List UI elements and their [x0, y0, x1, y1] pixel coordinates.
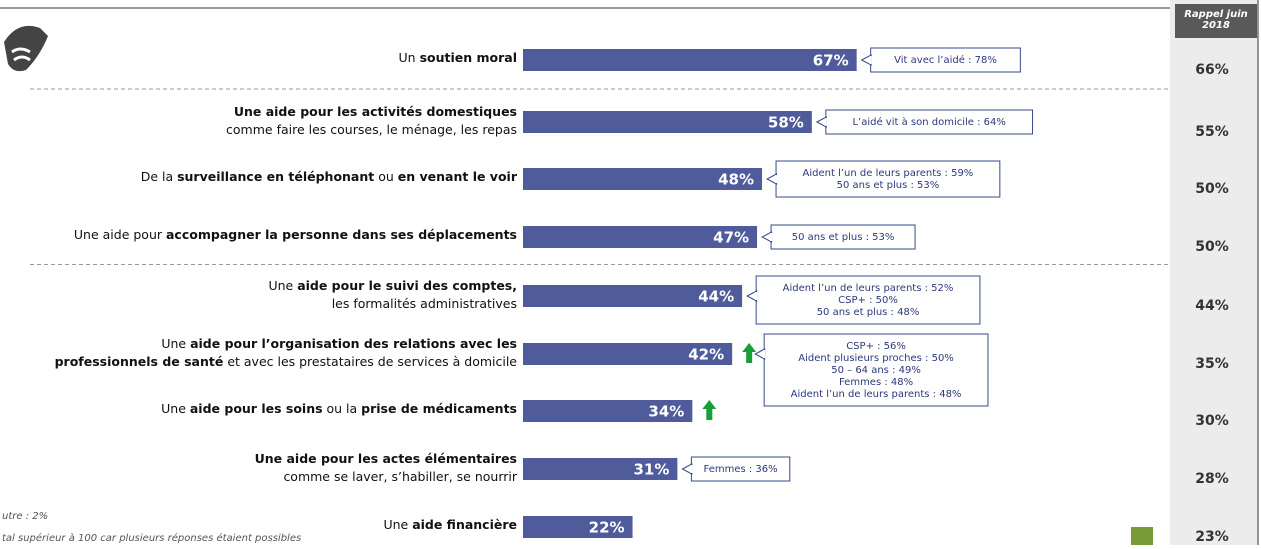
value-label: 48% [718, 171, 754, 189]
value-label: 67% [813, 52, 849, 70]
bar [523, 168, 763, 190]
callout-text: 50 – 64 ans : 49% [831, 365, 921, 376]
label-part: et avec les prestataires de services à d… [223, 354, 517, 369]
label-part: Un [399, 50, 420, 65]
label-part: Une [161, 336, 190, 351]
category-label: Une aide financière [383, 517, 517, 532]
label-part: comme se laver, s’habiller, se nourrir [283, 469, 517, 484]
callout-box [870, 47, 1021, 73]
label-part: ou [374, 169, 398, 184]
bar [523, 516, 633, 538]
callout-text: 50 ans et plus : 53% [792, 232, 895, 243]
bar [523, 226, 758, 248]
callout-box [775, 160, 1001, 198]
label-part: aide pour le suivi des comptes, [297, 278, 517, 293]
callout-text: CSP+ : 56% [846, 341, 906, 352]
value-label: 47% [713, 229, 749, 247]
label-part: professionnels de santé [55, 354, 224, 369]
value-label: 44% [698, 288, 734, 306]
label-part: De la [141, 169, 177, 184]
previous-header: Rappel juin [1184, 9, 1248, 20]
callout-text: 50 ans et plus : 48% [817, 307, 920, 318]
value-label: 22% [589, 519, 625, 537]
value-label: 34% [648, 403, 684, 421]
label-part: Une [161, 401, 190, 416]
label-part: aide financière [412, 517, 517, 532]
callout-box [690, 456, 791, 482]
bar [523, 400, 693, 422]
footnote: tal supérieur à 100 car plusieurs répons… [2, 532, 301, 544]
callout-text: Femmes : 48% [839, 377, 913, 388]
bar [523, 111, 812, 133]
previous-column [1170, 0, 1258, 545]
bar [523, 458, 678, 480]
callout-box [770, 224, 916, 250]
previous-value: 28% [1195, 471, 1229, 487]
callout-box [763, 333, 989, 407]
increase-arrow [702, 400, 717, 420]
label-part: Une aide pour [74, 227, 166, 242]
label-part: Une [383, 517, 412, 532]
previous-value: 50% [1195, 239, 1229, 255]
category-label: Une aide pour accompagner la personne da… [74, 227, 517, 242]
label-part: accompagner la personne dans ses déplace… [166, 227, 517, 242]
previous-value: 44% [1195, 298, 1229, 314]
callout-text: Aident l’un de leurs parents : 59% [803, 168, 974, 179]
category-label: Une aide pour les soins ou la prise de m… [161, 401, 517, 416]
callout-text: 50 ans et plus : 53% [837, 180, 940, 191]
previous-header: 2018 [1202, 20, 1230, 31]
category-label: les formalités administratives [332, 296, 517, 311]
label-part: les formalités administratives [332, 296, 517, 311]
category-label: comme se laver, s’habiller, se nourrir [283, 469, 517, 484]
callout-text: Vit avec l’aidé : 78% [894, 54, 997, 66]
category-label: Un soutien moral [399, 50, 517, 65]
label-part: Une [268, 278, 297, 293]
value-label: 42% [688, 346, 724, 364]
previous-value: 23% [1195, 529, 1229, 545]
callout-text: Femmes : 36% [704, 464, 778, 475]
category-label: De la surveillance en téléphonant ou en … [141, 169, 518, 184]
category-label: comme faire les courses, le ménage, les … [226, 122, 517, 137]
label-part: aide pour les soins [190, 401, 323, 416]
previous-value: 55% [1195, 124, 1229, 140]
callout-text: L’aidé vit à son domicile : 64% [852, 116, 1005, 128]
category-label: Une aide pour les activités domestiques [234, 104, 517, 119]
footnote: utre : 2% [2, 511, 48, 522]
bar [523, 343, 733, 365]
callout-box [755, 275, 981, 325]
category-label: professionnels de santé et avec les pres… [55, 354, 518, 369]
value-label: 58% [768, 114, 804, 132]
previous-value: 50% [1195, 181, 1229, 197]
category-label: Une aide pour le suivi des comptes, [268, 278, 517, 293]
category-label: Une aide pour les actes élémentaires [255, 451, 517, 466]
increase-arrow [742, 343, 757, 363]
label-part: soutien moral [420, 50, 517, 65]
label-part: en venant le voir [398, 169, 518, 184]
value-label: 31% [633, 461, 669, 479]
callout-box [825, 109, 1034, 135]
label-part: comme faire les courses, le ménage, les … [226, 122, 517, 137]
category-label: Une aide pour l’organisation des relatio… [161, 336, 517, 351]
label-part: surveillance en téléphonant [177, 169, 374, 184]
callout-text: Aident plusieurs proches : 50% [798, 353, 954, 364]
handshake-icon [4, 25, 48, 72]
previous-value: 35% [1195, 356, 1229, 372]
bar [523, 285, 743, 307]
logo [1131, 527, 1153, 545]
label-part: ou la [323, 401, 362, 416]
label-part: aide pour l’organisation des relations a… [190, 336, 517, 351]
label-part: prise de médicaments [361, 401, 517, 416]
label-part: Une aide pour les actes élémentaires [255, 451, 517, 466]
previous-value: 30% [1195, 413, 1229, 429]
callout-text: Aident l’un de leurs parents : 48% [791, 389, 962, 400]
label-part: Une aide pour les activités domestiques [234, 104, 517, 119]
previous-value: 66% [1195, 62, 1229, 78]
callout-text: CSP+ : 50% [838, 295, 898, 306]
callout-text: Aident l’un de leurs parents : 52% [783, 283, 954, 294]
previous-header-box [1175, 4, 1257, 38]
bar [523, 49, 857, 71]
